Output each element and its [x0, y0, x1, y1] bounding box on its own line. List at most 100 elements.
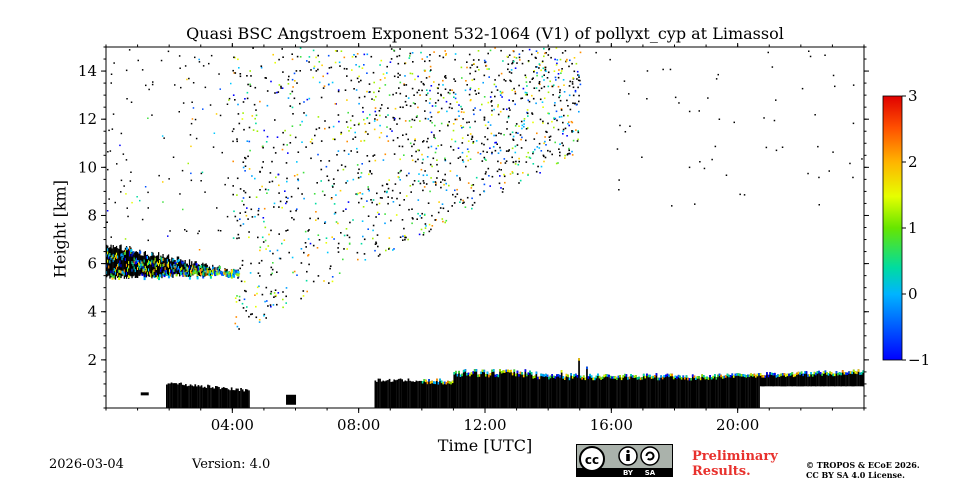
noise-point	[368, 173, 370, 176]
noise-point	[364, 123, 366, 125]
cloud-top-color	[852, 369, 855, 373]
noise-point	[595, 51, 597, 54]
noise-point	[461, 127, 463, 129]
cloud-top-color	[436, 378, 438, 381]
elevated-layer-color	[149, 261, 152, 264]
cloud-top-color	[669, 373, 672, 377]
noise-point	[494, 95, 496, 98]
cloud-column	[826, 372, 828, 387]
noise-point	[458, 115, 460, 117]
noise-point	[414, 138, 416, 140]
noise-point	[324, 127, 326, 130]
elevated-layer-color	[112, 259, 115, 262]
cloud-column	[789, 373, 792, 387]
elevated-layer-column	[123, 249, 125, 279]
noise-point	[374, 243, 377, 245]
noise-point	[512, 139, 515, 141]
noise-point	[539, 83, 541, 86]
cloud-top-color	[666, 373, 669, 377]
noise-point	[514, 67, 517, 69]
cloud-column	[412, 381, 415, 408]
noise-point	[533, 138, 536, 140]
noise-point	[515, 131, 517, 134]
cloud-column	[481, 369, 484, 408]
noise-point	[500, 49, 502, 52]
noise-point	[427, 137, 429, 140]
noise-point	[574, 90, 577, 93]
noise-point	[305, 246, 307, 248]
noise-point	[324, 221, 327, 223]
noise-point	[231, 130, 234, 133]
noise-point	[543, 97, 546, 100]
cloud-column	[417, 381, 419, 408]
noise-point	[454, 195, 457, 198]
noise-point	[494, 149, 497, 152]
cc-license-badge: cc BY SA	[576, 444, 673, 477]
noise-point	[343, 149, 346, 152]
elevated-layer-color	[166, 258, 169, 262]
noise-point	[437, 145, 439, 147]
noise-point	[380, 59, 383, 62]
colorbar-tick-label: 0	[908, 285, 918, 303]
cloud-top-color	[627, 377, 629, 380]
noise-point	[369, 171, 371, 173]
noise-point	[198, 230, 200, 232]
elevated-layer-color	[228, 271, 231, 275]
cloud-column	[780, 373, 782, 387]
cloud-top-color	[665, 374, 667, 378]
cloud-column	[399, 378, 402, 408]
noise-point	[549, 80, 551, 83]
cloud-column	[496, 374, 498, 408]
elevated-layer-color	[143, 277, 146, 281]
cloud-top-color	[570, 373, 572, 376]
noise-point	[616, 148, 619, 150]
noise-point	[233, 56, 235, 59]
noise-point	[356, 164, 359, 166]
cloud-top-color	[860, 372, 863, 375]
noise-point	[296, 173, 299, 176]
cloud-top-color	[859, 372, 861, 375]
noise-point	[417, 180, 420, 182]
cloud-top-color	[851, 371, 854, 375]
noise-point	[568, 149, 570, 152]
noise-point	[370, 172, 373, 175]
elevated-layer-color	[180, 272, 183, 275]
noise-point	[477, 88, 480, 90]
cloud-top-color	[755, 375, 757, 378]
noise-point	[456, 193, 459, 195]
noise-point	[112, 113, 115, 115]
cloud-column	[530, 372, 533, 408]
noise-point	[527, 99, 530, 102]
noise-point	[334, 138, 336, 141]
noise-point	[391, 197, 393, 199]
cloud-top-color	[639, 377, 642, 381]
noise-point	[204, 86, 207, 89]
noise-point	[427, 118, 430, 120]
noise-point	[162, 201, 164, 203]
elevated-layer-color	[143, 268, 146, 272]
noise-point	[503, 175, 506, 178]
noise-point	[366, 90, 368, 93]
noise-point	[409, 142, 412, 145]
noise-point	[475, 140, 478, 142]
cloud-top-color	[513, 369, 516, 372]
noise-point	[236, 194, 238, 196]
cloud-top-color	[650, 376, 653, 379]
noise-point	[291, 58, 294, 61]
cloud-column	[456, 374, 459, 408]
noise-point	[578, 110, 580, 113]
noise-point	[405, 95, 407, 97]
cloud-top-color	[826, 372, 828, 375]
noise-point	[512, 50, 515, 52]
noise-point	[518, 157, 520, 160]
noise-point	[399, 81, 402, 84]
elevated-layer-color	[215, 272, 218, 276]
noise-point	[147, 191, 149, 194]
noise-point	[519, 59, 521, 61]
noise-point	[313, 65, 316, 68]
noise-point	[505, 150, 508, 152]
noise-point	[765, 146, 768, 149]
cloud-column	[729, 375, 732, 408]
noise-point	[396, 55, 398, 58]
noise-point	[357, 192, 359, 195]
